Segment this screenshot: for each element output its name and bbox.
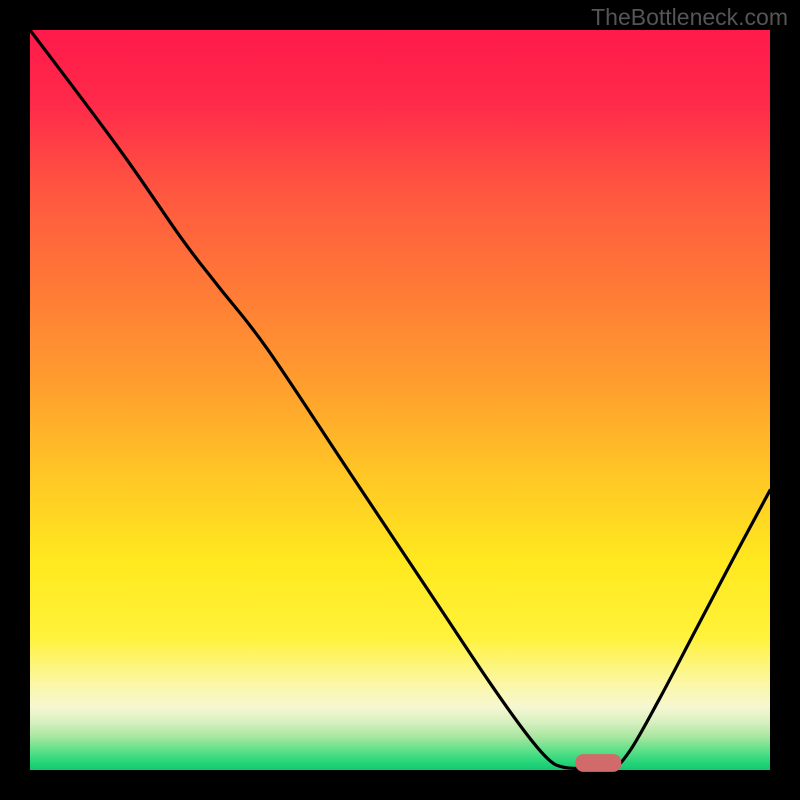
gradient-plot-area: [30, 30, 770, 770]
bottleneck-chart-svg: [0, 0, 800, 800]
watermark-text: TheBottleneck.com: [591, 4, 788, 31]
chart-stage: TheBottleneck.com: [0, 0, 800, 800]
optimum-marker: [575, 754, 621, 772]
